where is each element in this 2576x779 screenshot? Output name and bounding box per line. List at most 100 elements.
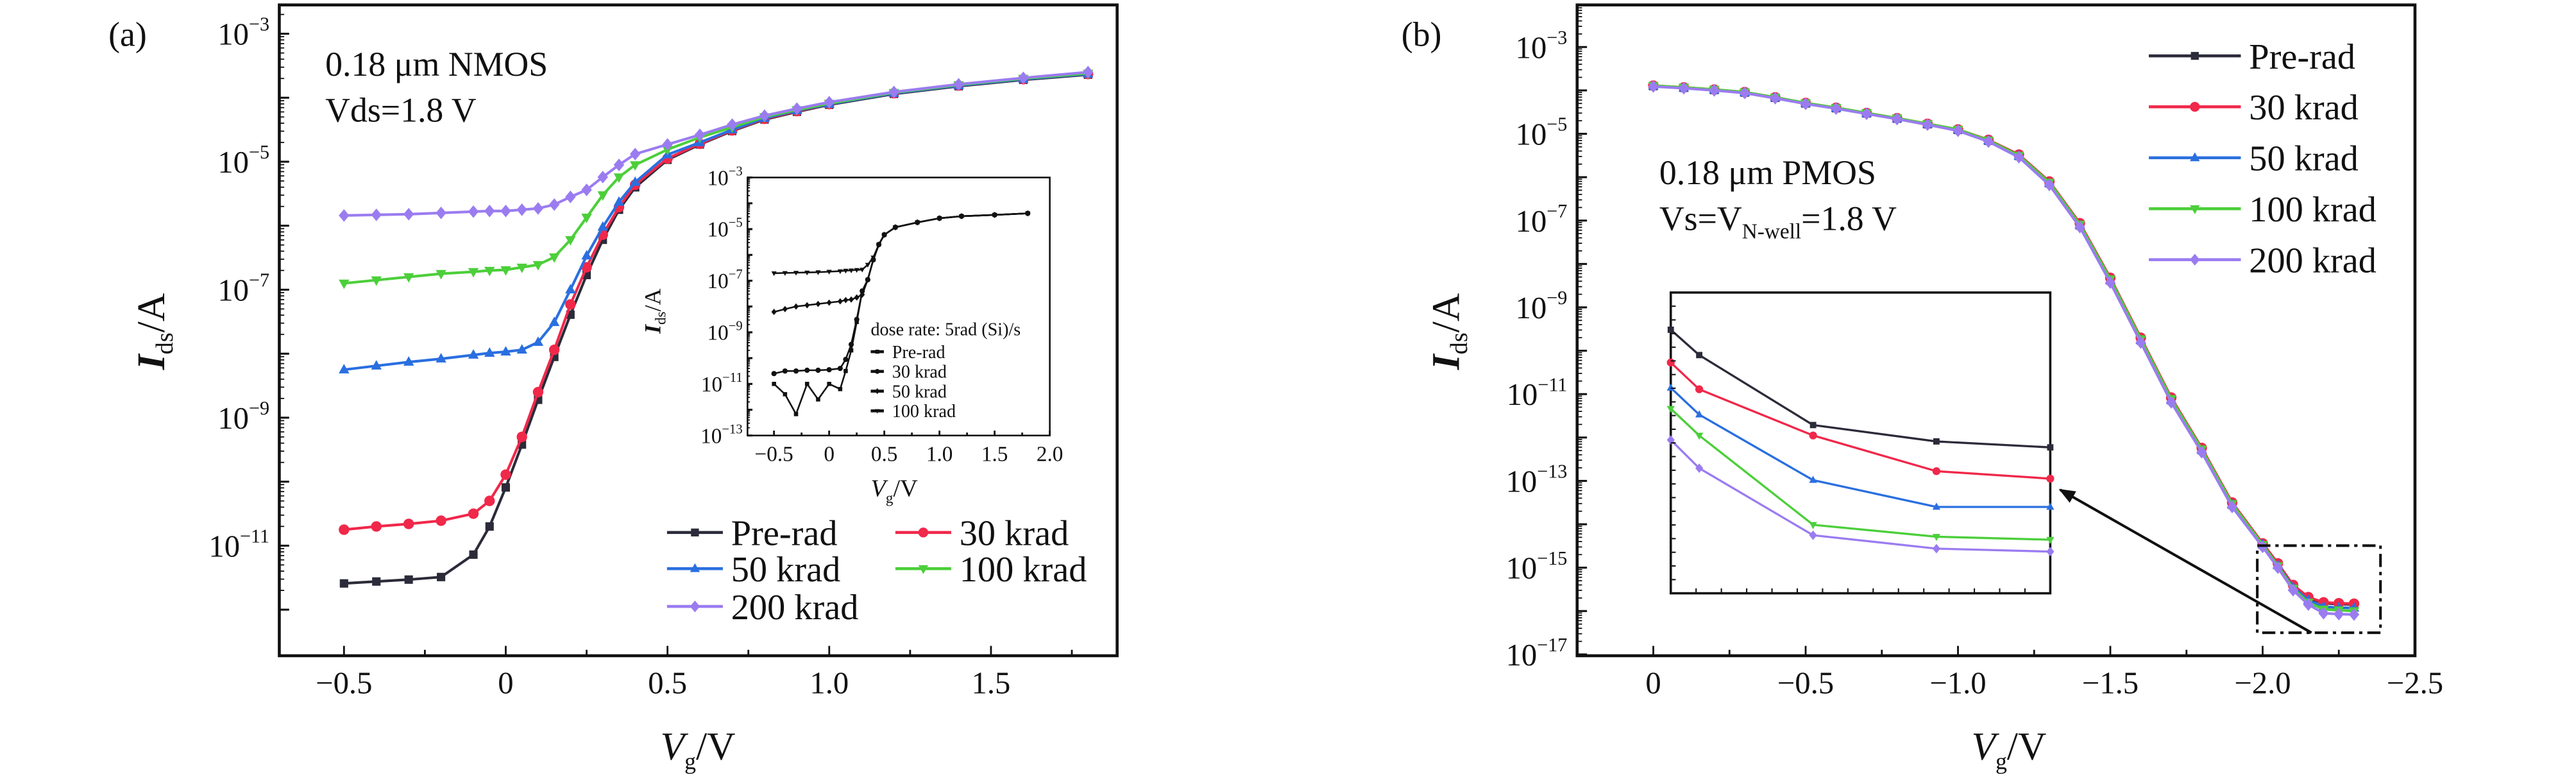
data-point <box>403 273 414 283</box>
inset-a: 10−3 10−5 10−7 10−9 10−11 10−13 −0.5 0 0.5 1.0 1.5… <box>700 164 1063 466</box>
data-point <box>2334 608 2344 621</box>
legend-label: 200 krad <box>2249 241 2377 280</box>
data-point <box>793 271 799 276</box>
x-tick-label: −2.5 <box>2387 665 2443 700</box>
x-tick-label: 0.5 <box>871 443 898 467</box>
legend-item: 30 krad <box>895 514 1069 554</box>
legend-marker <box>2190 253 2200 266</box>
y-tick-label: 10−15 <box>1506 547 1568 586</box>
data-point <box>581 262 592 273</box>
x-tick-label: 0 <box>498 665 513 700</box>
x-axis-label-b: Vg/V <box>1971 724 2046 774</box>
inset-a-x-axis-label: Vg/V <box>870 475 918 506</box>
data-point <box>888 85 899 99</box>
y-tick-label: 10−3 <box>1516 26 1568 65</box>
data-point <box>804 382 809 386</box>
data-point <box>771 371 777 377</box>
legend-label: 100 krad <box>960 550 1087 590</box>
panel-a: (a) 10−310−510−710−910−11−0.5 0 0.5 1.0 1.5 … <box>108 3 1119 775</box>
legend-a: Pre-rad 30 krad 50 krad 100 krad 200 krad <box>666 514 1087 628</box>
legend-item: 30 krad <box>870 363 947 382</box>
data-point <box>403 356 414 366</box>
data-point <box>1678 81 1690 95</box>
data-point <box>597 221 608 231</box>
data-point <box>860 291 865 298</box>
data-point <box>2044 178 2055 192</box>
y-tick-label: 10−17 <box>1506 634 1568 672</box>
data-point <box>532 386 544 398</box>
series-50-krad <box>1666 383 2055 510</box>
x-tick-label: 0.5 <box>648 665 687 700</box>
x-tick-label: −1.5 <box>2082 665 2139 700</box>
data-point <box>804 302 810 309</box>
data-point <box>870 255 876 261</box>
data-point <box>500 469 511 480</box>
legend-label: 100 krad <box>892 402 956 422</box>
data-point <box>581 214 592 223</box>
data-point <box>613 196 625 206</box>
series-pre-rad <box>1667 326 2054 451</box>
data-point <box>516 203 527 216</box>
data-point <box>2303 598 2314 611</box>
data-point <box>371 521 382 532</box>
data-point <box>500 266 511 276</box>
legend-label: 30 krad <box>892 363 947 382</box>
y-tick-label: 10−9 <box>217 397 269 436</box>
data-point <box>1892 112 1902 126</box>
data-point <box>548 345 560 355</box>
data-point <box>436 515 446 526</box>
data-point <box>759 109 770 123</box>
data-point <box>881 233 887 238</box>
data-point <box>848 268 854 273</box>
data-point <box>1953 124 1963 137</box>
legend-marker <box>2190 101 2200 112</box>
legend-item: 100 krad <box>895 550 1087 590</box>
legend-item: Pre-rad <box>870 343 945 363</box>
x-tick-label: −2.0 <box>2234 665 2291 700</box>
legend-item: Pre-rad <box>666 514 838 554</box>
legend-marker <box>918 527 929 538</box>
y-tick-label: 10−5 <box>217 141 269 180</box>
data-point <box>1809 522 1817 529</box>
y-axis-label-a: Ids/A <box>130 293 178 371</box>
legend-marker <box>690 600 700 613</box>
series-200-krad <box>339 65 1094 222</box>
y-tick-label: 10−11 <box>1507 373 1568 412</box>
data-point <box>827 382 831 386</box>
data-point <box>2226 501 2238 513</box>
inset-a-y-axis-label: Ids/A <box>640 289 669 334</box>
legend-marker <box>691 528 699 536</box>
data-point <box>694 128 706 141</box>
series-100-krad <box>1666 406 2055 544</box>
data-point <box>2047 444 2054 451</box>
data-point <box>782 368 788 374</box>
legend-label: Pre-rad <box>2249 37 2355 77</box>
data-point <box>597 191 608 201</box>
data-point <box>1667 326 1674 333</box>
data-point <box>2013 151 2024 164</box>
data-point <box>849 348 854 353</box>
x-tick-label: 2.0 <box>1037 443 1063 467</box>
data-point <box>843 368 848 373</box>
data-point <box>403 207 414 221</box>
data-point <box>1696 352 1703 359</box>
zoom-region-box <box>2256 544 2382 635</box>
data-point <box>501 483 511 492</box>
data-point <box>1709 84 1720 97</box>
legend-item: 30 krad <box>2149 88 2359 128</box>
data-point <box>1018 71 1029 85</box>
data-point <box>1932 502 1941 510</box>
legend-marker <box>2190 51 2199 60</box>
data-point <box>2165 396 2177 409</box>
data-point <box>1648 80 1659 93</box>
data-point <box>815 367 821 373</box>
data-point <box>468 508 479 519</box>
data-point <box>854 268 860 273</box>
data-point <box>804 270 810 276</box>
data-point <box>484 204 495 218</box>
legend-marker <box>874 368 880 374</box>
data-point <box>1695 432 1704 440</box>
data-point <box>915 220 920 226</box>
x-tick-label: 1.0 <box>809 665 849 700</box>
